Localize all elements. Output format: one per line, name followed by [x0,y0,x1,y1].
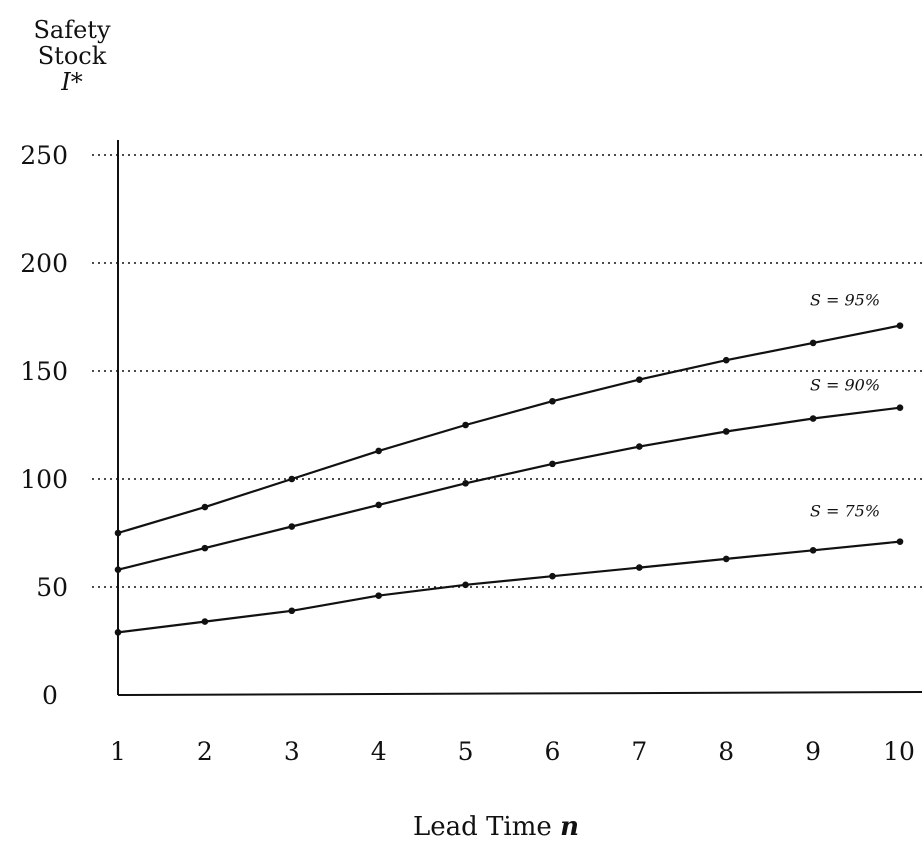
data-point-s2-x3 [288,523,296,530]
x-tick-label-8: 8 [718,737,734,766]
data-point-s2-x4 [375,501,382,509]
data-point-s1-x9 [809,339,817,347]
y-tick-label-0: 0 [42,681,58,710]
x-tick-label-7: 7 [631,737,647,766]
y-tick-labels: 0 50 100 150 200 250 [20,141,68,710]
x-tick-label-10: 10 [883,737,915,766]
data-point-s2-x2 [201,544,209,552]
y-axis-title-line-3: I* [60,68,82,96]
x-tick-label-6: 6 [544,737,560,766]
data-point-s2-x6 [549,460,556,468]
data-point-s3-x1 [114,629,122,636]
series-line-3 [117,540,901,634]
data-point-s1-x8 [722,356,730,364]
data-point-s1-x4 [375,447,382,455]
y-tick-label-50: 50 [36,573,68,602]
data-point-s3-x10 [896,538,904,545]
x-tick-label-4: 4 [371,737,387,766]
data-point-s1-x3 [288,475,296,483]
series-lines [117,324,901,634]
data-point-s1-x1 [114,529,122,537]
data-point-s2-x7 [636,443,643,450]
data-point-s2-x9 [809,415,817,422]
data-point-s2-x1 [114,566,122,574]
y-axis-title-line-1: Safety [33,16,110,44]
data-point-s1-x7 [636,376,643,383]
series-label-1: S = 95% [810,291,880,310]
data-point-s3-x7 [636,564,643,571]
x-axis-line [117,691,922,696]
series-labels: S = 95% S = 90% S = 75% [810,291,880,521]
x-tick-label-2: 2 [197,737,213,766]
data-point-s3-x4 [375,592,382,599]
x-tick-label-3: 3 [284,737,300,766]
data-point-s2-x10 [896,404,904,412]
x-tick-label-9: 9 [805,737,821,766]
axes [117,140,922,696]
x-axis-title-variable: n [560,812,579,842]
data-point-s3-x5 [462,581,469,589]
y-tick-label-100: 100 [20,465,68,494]
y-axis-title: Safety Stock I* [33,16,110,96]
data-point-s3-x2 [201,618,209,625]
x-axis-title-text: Lead Time [413,812,552,842]
series-label-3: S = 75% [810,502,880,521]
x-tick-labels: 1 2 3 4 5 6 7 8 9 10 [110,737,915,766]
data-point-s1-x10 [896,322,904,329]
data-point-s3-x6 [549,572,556,580]
x-tick-label-1: 1 [110,737,126,766]
series-line-2 [117,406,901,571]
y-tick-label-250: 250 [20,141,68,170]
data-point-s2-x5 [462,480,469,487]
data-point-s1-x2 [201,503,209,511]
x-tick-label-5: 5 [458,737,474,766]
y-axis-title-line-2: Stock [38,42,107,70]
data-point-s1-x5 [462,421,469,429]
y-tick-label-150: 150 [20,357,68,386]
y-tick-label-200: 200 [20,249,68,278]
data-point-s2-x8 [722,428,730,435]
x-axis-title: Lead Time n [413,812,579,842]
data-point-s3-x3 [288,607,296,615]
series-line-1 [117,324,901,535]
data-point-s3-x9 [809,546,817,554]
data-point-s3-x8 [722,555,730,563]
data-points [114,322,904,636]
data-point-s1-x6 [549,397,556,405]
gridlines [92,154,922,588]
series-label-2: S = 90% [810,376,880,395]
